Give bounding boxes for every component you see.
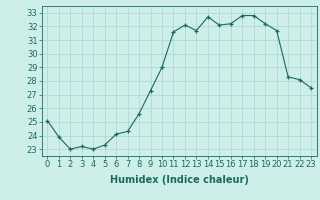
X-axis label: Humidex (Indice chaleur): Humidex (Indice chaleur) — [110, 175, 249, 185]
